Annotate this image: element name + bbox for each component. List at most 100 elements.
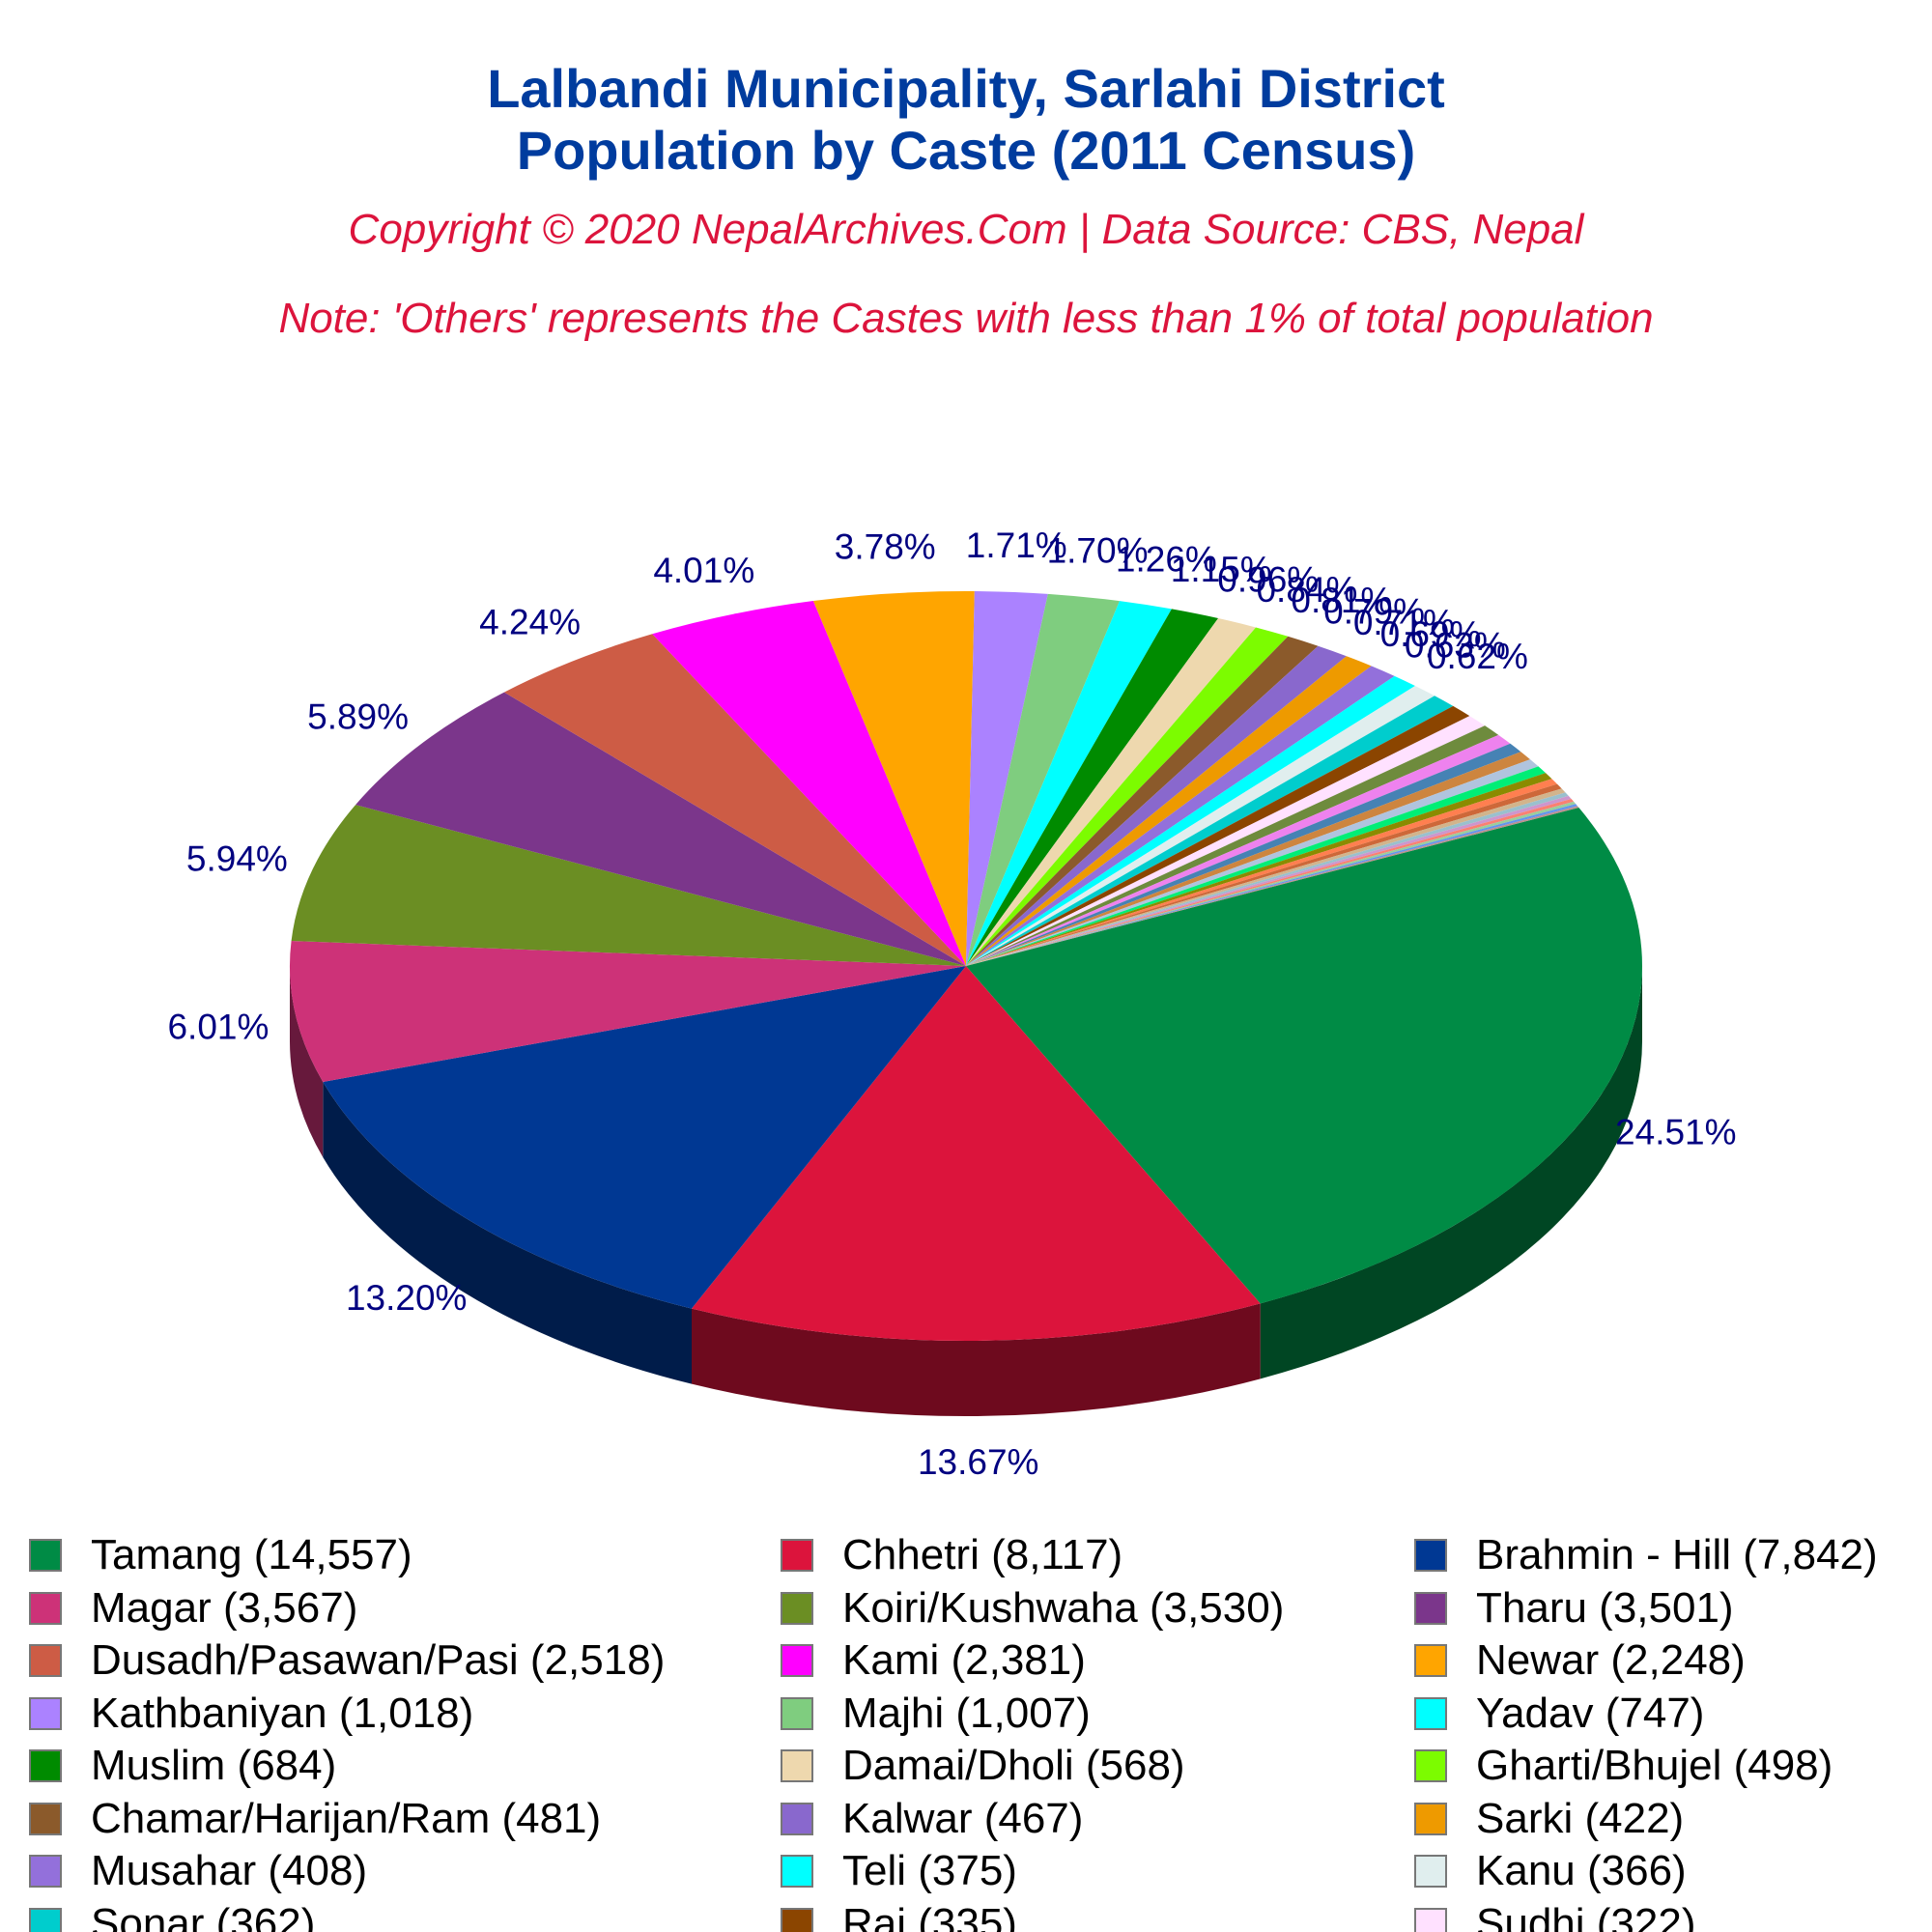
pie-slice-other-8 [966, 783, 1562, 966]
pie-side-brahmin-hill [323, 1081, 692, 1384]
pie-label-chhetri: 13.67% [918, 1442, 1039, 1482]
pie-label-kanu: 0.62% [1427, 637, 1528, 676]
pie-slice-other-13 [966, 801, 1577, 966]
legend-item: Tharu (3,501) [1414, 1582, 1734, 1634]
legend-item: Musahar (408) [29, 1845, 367, 1897]
pie-slice-sudhi [966, 716, 1486, 966]
pie-label-musahar: 0.69% [1380, 614, 1482, 654]
legend-item: Majhi (1,007) [781, 1688, 1091, 1740]
pie-label-newar: 3.78% [835, 527, 936, 567]
pie-label-yadav: 1.26% [1116, 540, 1217, 580]
legend-label: Muslim (684) [91, 1742, 337, 1789]
chart-title-line-2: Population by Caste (2011 Census) [516, 120, 1416, 181]
pie-slice-other-10 [966, 792, 1569, 966]
pie-slice-other-7 [966, 779, 1557, 966]
pie-label-damai-dholi: 0.96% [1217, 560, 1319, 600]
legend-swatch [1414, 1539, 1447, 1572]
legend-item: Muslim (684) [29, 1740, 336, 1792]
pie-slice-majhi [966, 593, 1121, 966]
pie-side-walls [290, 966, 1642, 1416]
legend-swatch [1414, 1855, 1447, 1888]
legend-item: Newar (2,248) [1414, 1634, 1746, 1687]
legend-item: Yadav (747) [1414, 1688, 1704, 1740]
pie-label-sarki: 0.71% [1353, 603, 1455, 642]
pie-side-chhetri [691, 1303, 1261, 1416]
legend-swatch [781, 1539, 813, 1572]
chart-note: Note: 'Others' represents the Castes wit… [278, 295, 1654, 342]
legend-swatch [1414, 1802, 1447, 1835]
chart-header: Lalbandi Municipality, Sarlahi District … [0, 58, 1932, 344]
legend-swatch [29, 1644, 62, 1677]
legend-item: Rai (335) [781, 1898, 1017, 1932]
legend-item: Sonar (362) [29, 1898, 315, 1932]
pie-top-faces [289, 591, 1642, 1341]
legend-item: Kanu (366) [1414, 1845, 1687, 1897]
legend-label: Tamang (14,557) [91, 1536, 412, 1578]
pie-slice-rai [966, 705, 1470, 966]
pie-slice-dusadh-pasawan-pasi [503, 634, 966, 966]
pie-slice-sarki [966, 656, 1372, 966]
legend-swatch [781, 1591, 813, 1625]
pie-slice-other-3 [966, 752, 1531, 966]
pie-label-dusadh-pasawan-pasi: 4.24% [479, 602, 581, 641]
pie-label-koiri-kushwaha: 5.94% [186, 839, 288, 879]
legend-item: Damai/Dholi (568) [781, 1740, 1185, 1792]
pie-slice-magar [289, 940, 966, 1082]
legend-swatch [1414, 1907, 1447, 1932]
chart-subtitle: Copyright © 2020 NepalArchives.Com | Dat… [348, 206, 1584, 253]
legend-swatch [29, 1907, 62, 1932]
legend-item: Tamang (14,557) [29, 1536, 412, 1581]
legend-item: Chhetri (8,117) [781, 1536, 1122, 1581]
legend-label: Koiri/Kushwaha (3,530) [842, 1583, 1285, 1632]
legend-swatch [29, 1591, 62, 1625]
pie-slice-tharu [355, 692, 966, 966]
legend-label: Kalwar (467) [842, 1794, 1084, 1842]
legend-swatch [29, 1539, 62, 1572]
legend-item: Brahmin - Hill (7,842) [1414, 1536, 1878, 1581]
pie-slice-chamar-harijan-ram [966, 636, 1319, 966]
legend-label: Sudhi (322) [1476, 1899, 1696, 1932]
legend-label: Yadav (747) [1476, 1689, 1705, 1737]
legend-label: Musahar (408) [91, 1847, 368, 1894]
legend-item: Sudhi (322) [1414, 1898, 1695, 1932]
legend-item: Gharti/Bhujel (498) [1414, 1740, 1833, 1792]
pie-label-chamar-harijan-ram: 0.81% [1291, 581, 1392, 620]
chart-title-line-1: Lalbandi Municipality, Sarlahi District [487, 58, 1445, 119]
legend-swatch [781, 1907, 813, 1932]
legend-label: Chamar/Harijan/Ram (481) [91, 1794, 602, 1842]
legend-label: Brahmin - Hill (7,842) [1476, 1536, 1878, 1578]
legend-item: Koiri/Kushwaha (3,530) [781, 1582, 1284, 1634]
pie-label-brahmin-hill: 13.20% [346, 1278, 468, 1318]
legend-label: Magar (3,567) [91, 1583, 358, 1632]
legend-item: Kalwar (467) [781, 1793, 1083, 1845]
pie-slice-muslim [966, 609, 1219, 966]
pie-slice-musahar [966, 666, 1395, 966]
pie-label-tharu: 5.89% [307, 696, 409, 736]
pie-slice-brahmin-hill [323, 966, 966, 1309]
pie-slice-teli [966, 675, 1415, 966]
legend-item: Kathbaniyan (1,018) [29, 1688, 473, 1740]
pie-slice-other-2 [966, 743, 1521, 966]
pie-slice-damai-dholi [966, 617, 1257, 966]
legend-swatch [781, 1696, 813, 1730]
pie-label-kathbaniyan: 1.71% [966, 526, 1067, 565]
legend-item: Dusadh/Pasawan/Pasi (2,518) [29, 1634, 665, 1687]
legend-label: Rai (335) [842, 1899, 1017, 1932]
legend-swatch [29, 1749, 62, 1782]
pie-slice-other-0 [966, 725, 1499, 966]
pie-slice-koiri-kushwaha [291, 805, 966, 966]
chart-legend: Tamang (14,557) Chhetri (8,117) Brahmin - … [0, 1536, 1932, 1932]
legend-swatch [1414, 1591, 1447, 1625]
pie-slice-tamang [966, 808, 1642, 1304]
legend-item: Sarki (422) [1414, 1793, 1684, 1845]
legend-swatch [29, 1802, 62, 1835]
legend-swatch [1414, 1696, 1447, 1730]
legend-label: Gharti/Bhujel (498) [1476, 1742, 1833, 1789]
pie-slice-other-14 [966, 804, 1577, 966]
legend-item: Magar (3,567) [29, 1582, 357, 1634]
pie-label-kami: 4.01% [653, 551, 754, 590]
legend-swatch [781, 1855, 813, 1888]
legend-label: Dusadh/Pasawan/Pasi (2,518) [91, 1636, 666, 1684]
pie-slice-newar [812, 591, 975, 966]
pie-side-magar [290, 966, 324, 1157]
